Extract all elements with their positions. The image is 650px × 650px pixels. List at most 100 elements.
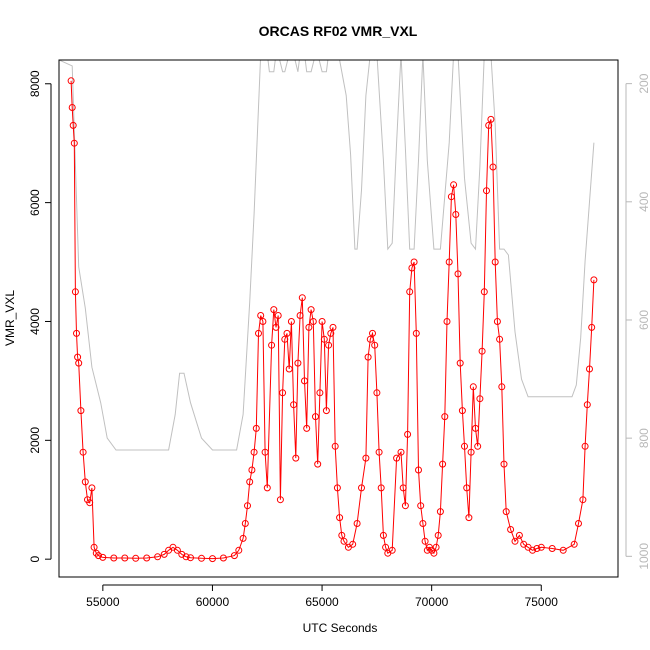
- data-point: [496, 335, 504, 343]
- data-point: [182, 553, 190, 561]
- data-point: [248, 466, 256, 474]
- x-tick-label: 65000: [305, 595, 339, 609]
- data-point: [160, 550, 168, 558]
- data-point: [294, 359, 302, 367]
- data-point: [298, 294, 306, 302]
- data-point: [290, 401, 298, 409]
- data-point: [187, 554, 194, 562]
- data-point: [456, 359, 464, 367]
- data-point: [143, 554, 151, 562]
- x-axis-label: UTC Seconds: [303, 621, 378, 635]
- data-point: [480, 288, 488, 296]
- data-point: [502, 508, 510, 516]
- x-tick-label: 75000: [525, 595, 559, 609]
- data-point: [312, 413, 319, 421]
- data-point: [281, 335, 289, 343]
- data-point: [301, 377, 308, 385]
- data-point: [71, 288, 79, 296]
- data-point: [404, 430, 412, 438]
- data-point: [327, 329, 335, 337]
- y-tick-label: 4000: [28, 308, 42, 335]
- data-point: [537, 543, 545, 551]
- data-point: [559, 546, 567, 554]
- data-point: [209, 555, 216, 563]
- data-point: [458, 407, 466, 415]
- data-point: [309, 318, 317, 325]
- data-point: [406, 288, 414, 296]
- data-point: [338, 531, 346, 539]
- data-point: [73, 329, 80, 337]
- data-point: [88, 484, 96, 492]
- y-tick-label: 6000: [28, 189, 42, 216]
- x-tick-label: 55000: [86, 595, 120, 609]
- data-point: [92, 549, 100, 557]
- data-point: [379, 531, 387, 539]
- data-point: [450, 181, 458, 189]
- data-point: [296, 312, 304, 319]
- data-point: [369, 329, 376, 337]
- data-point: [268, 341, 276, 349]
- data-point: [307, 306, 315, 314]
- data-point: [478, 347, 486, 355]
- data-point: [241, 520, 249, 527]
- data-point: [375, 448, 383, 456]
- data-point: [498, 383, 506, 391]
- data-point: [421, 537, 429, 545]
- data-point: [586, 365, 593, 373]
- data-point: [590, 276, 598, 284]
- data-point: [548, 545, 556, 552]
- data-point: [461, 442, 468, 450]
- data-point: [491, 258, 499, 266]
- data-point: [443, 318, 451, 325]
- data-point: [430, 549, 438, 557]
- data-point: [393, 454, 401, 462]
- data-point: [570, 540, 578, 548]
- data-point: [399, 484, 407, 492]
- data-point: [441, 413, 449, 421]
- data-point: [67, 77, 75, 85]
- data-point: [515, 531, 523, 539]
- data-point: [287, 318, 295, 325]
- series-line: [70, 80, 595, 560]
- data-point: [465, 514, 473, 522]
- data-point: [283, 329, 291, 337]
- x-tick-label: 60000: [196, 595, 230, 609]
- data-point: [279, 389, 287, 397]
- data-point: [489, 163, 497, 171]
- data-point: [329, 323, 337, 331]
- data-point: [412, 329, 420, 337]
- data-point: [325, 341, 333, 349]
- data-point: [377, 484, 385, 492]
- data-point: [415, 466, 422, 474]
- data-point: [500, 460, 508, 468]
- data-point: [316, 389, 324, 397]
- data-point: [272, 323, 280, 331]
- y-tick-label: 2000: [28, 427, 42, 454]
- data-point: [373, 389, 381, 397]
- data-point: [579, 496, 587, 504]
- data-point: [259, 318, 267, 325]
- data-point: [476, 395, 484, 403]
- data-point: [401, 502, 409, 510]
- data-point: [382, 543, 390, 551]
- plot-frame: [58, 59, 619, 578]
- data-point: [362, 454, 370, 462]
- data-point: [69, 121, 77, 129]
- data-point: [436, 508, 444, 516]
- data-point: [452, 211, 460, 218]
- data-point: [408, 264, 416, 272]
- data-point: [246, 478, 254, 486]
- y2-tick-label: 800: [637, 428, 650, 448]
- data-point: [274, 312, 282, 319]
- data-point: [77, 407, 85, 415]
- data-point: [285, 365, 293, 373]
- data-point: [70, 139, 78, 147]
- data-point: [575, 520, 582, 527]
- data-point: [239, 534, 247, 542]
- data-point: [95, 552, 102, 560]
- y2-tick-label: 200: [637, 73, 650, 93]
- data-point: [320, 335, 328, 343]
- data-point: [364, 353, 372, 361]
- data-point: [583, 401, 591, 409]
